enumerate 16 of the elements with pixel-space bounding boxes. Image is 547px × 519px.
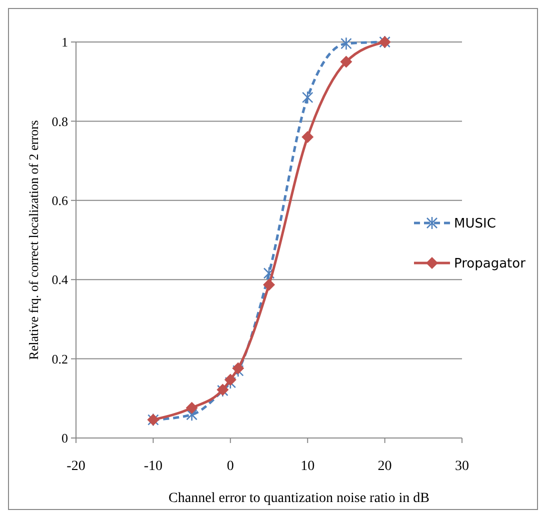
y-tick-label: 0.6 — [52, 192, 68, 208]
y-tick-label: 1 — [62, 34, 68, 50]
y-tick-label: 0 — [62, 430, 68, 446]
x-tick-label: 20 — [378, 459, 392, 474]
y-tick-label: 0.8 — [52, 114, 68, 129]
x-tick-label: 30 — [455, 459, 469, 474]
x-tick-label: 10 — [300, 459, 315, 474]
y-tick-label: 0.4 — [52, 272, 68, 288]
legend-label: MUSIC — [454, 216, 496, 232]
y-axis-title: Relative frq. of correct localization of 2 errors — [26, 120, 41, 360]
y-tick-label: 0.2 — [52, 351, 68, 366]
x-tick-label: -20 — [66, 459, 86, 474]
legend-label: Propagator — [454, 256, 526, 272]
x-axis-title: Channel error to quantization noise ratio in dB — [168, 491, 430, 506]
x-tick-label: 0 — [226, 459, 234, 474]
x-tick-label: -10 — [144, 459, 163, 474]
